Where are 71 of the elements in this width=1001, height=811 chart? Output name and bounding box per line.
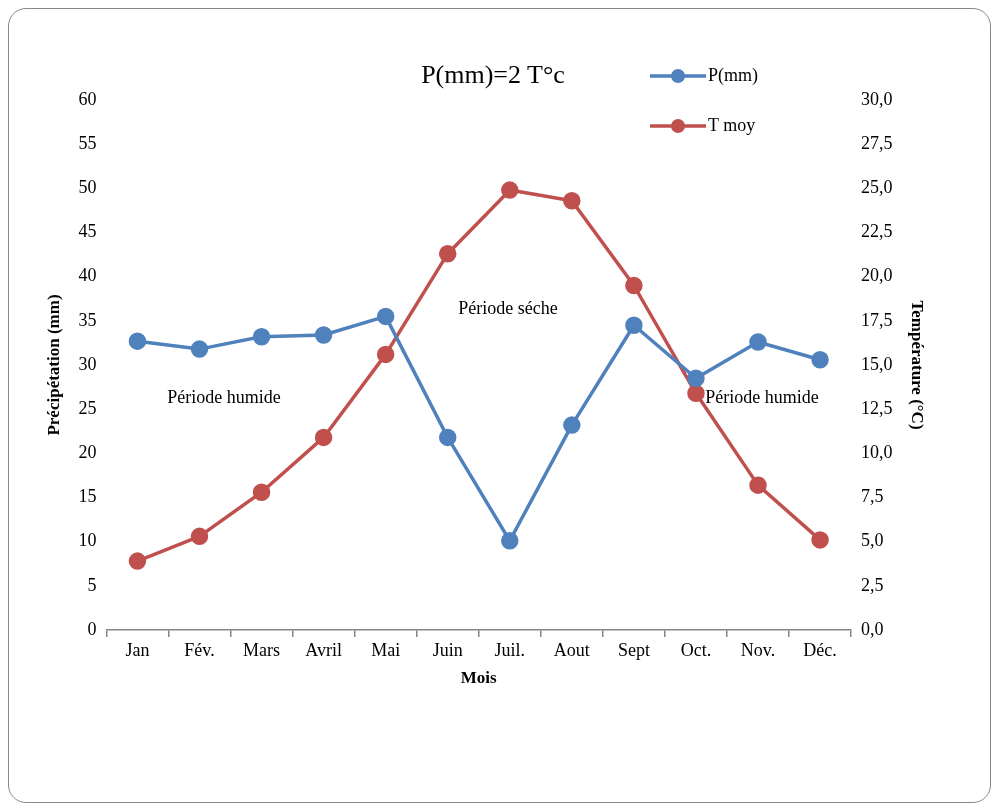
y-tick-label: 15 [78, 486, 97, 507]
y2-tick-label: 17,5 [861, 309, 893, 330]
annotation: Période humide [705, 386, 819, 407]
annotation: Période séche [458, 297, 558, 318]
x-tick-label: Mai [371, 639, 401, 660]
x-tick-label: Juin [432, 639, 463, 660]
y2-tick-label: 10,0 [861, 442, 893, 463]
y2-tick-label: 5,0 [861, 530, 884, 551]
y2-tick-label: 12,5 [861, 397, 893, 418]
point [687, 384, 705, 403]
x-axis-title: Mois [460, 668, 498, 688]
y2-tick-label: 27,5 [861, 132, 893, 153]
point [314, 428, 333, 447]
y-tick-label: 20 [78, 442, 97, 463]
point [128, 332, 147, 350]
point [252, 483, 271, 501]
point [438, 244, 457, 263]
x-tick-label: Juil. [494, 639, 526, 660]
y-axis-title: Précipétation (mm) [43, 294, 63, 436]
y-tick-label: 35 [78, 309, 97, 330]
y2-tick-label: 20,0 [861, 265, 893, 286]
y-tick-label: 25 [78, 397, 97, 418]
point [438, 428, 457, 447]
y2-tick-label: 22,5 [861, 221, 893, 242]
point [252, 327, 271, 346]
y-tick-label: 5 [87, 574, 97, 595]
y-tick-label: 45 [78, 221, 97, 242]
x-tick-label: Sept [617, 639, 650, 660]
y-tick-label: 40 [78, 265, 97, 286]
x-tick-label: Mars [243, 639, 281, 660]
y2-tick-label: 25,0 [861, 177, 893, 198]
y2-tick-label: 7,5 [861, 486, 884, 507]
x-tick-label: Avril [305, 639, 342, 660]
x-tick-label: Nov. [740, 639, 776, 660]
y2-tick-label: 2,5 [861, 574, 884, 595]
legend-label: T moy [708, 114, 756, 135]
annotation: Période humide [167, 386, 281, 407]
x-tick-label: Fév. [184, 639, 215, 660]
point [190, 340, 209, 358]
point [749, 333, 767, 351]
point [563, 191, 581, 210]
x-tick-label: Jan [125, 639, 150, 660]
y-tick-label: 0 [87, 618, 97, 639]
y-tick-label: 60 [78, 88, 97, 109]
point [749, 476, 767, 494]
point [501, 532, 519, 550]
point [625, 316, 643, 334]
chart-title: P(mm)=2 T°c [421, 59, 565, 89]
x-tick-label: Aout [553, 639, 590, 660]
point [811, 350, 829, 369]
point [376, 345, 395, 364]
point [811, 531, 829, 549]
y2-axis-title: Température (°C) [908, 300, 928, 430]
point [625, 276, 643, 295]
x-tick-label: Déc. [803, 639, 837, 660]
point [501, 181, 519, 199]
y2-tick-label: 0,0 [861, 618, 884, 639]
y-tick-label: 55 [78, 132, 97, 153]
legend-label: P(mm) [708, 64, 759, 86]
point [563, 416, 581, 434]
point [190, 527, 209, 546]
point [687, 369, 705, 387]
y2-tick-label: 15,0 [861, 353, 893, 374]
x-tick-label: Oct. [680, 639, 712, 660]
y2-tick-label: 30,0 [861, 88, 893, 109]
y-tick-label: 10 [78, 530, 97, 551]
point [314, 326, 333, 344]
y-tick-label: 50 [78, 177, 97, 198]
y-tick-label: 30 [78, 353, 97, 374]
point [128, 552, 147, 570]
point [376, 307, 395, 326]
